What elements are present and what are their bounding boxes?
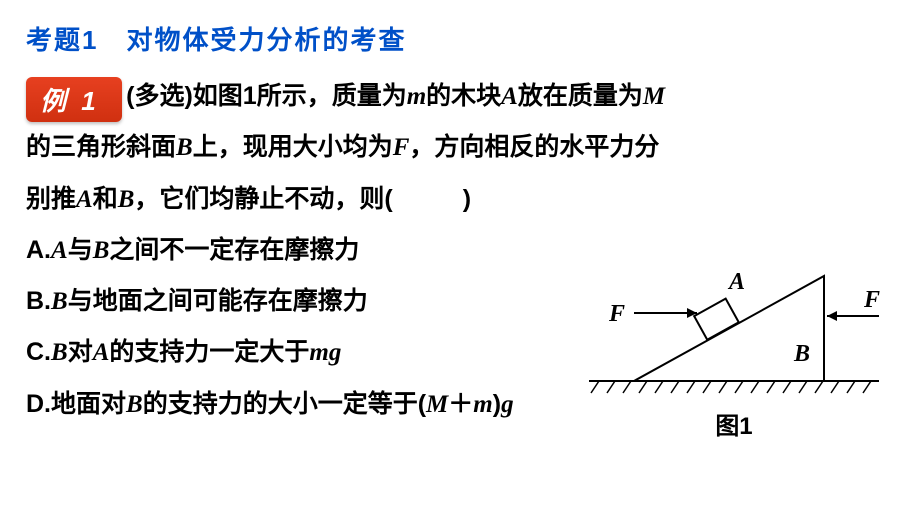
label-B: B bbox=[793, 341, 810, 367]
oa-pre: A. bbox=[26, 236, 51, 264]
prompt-text: (多选)如图1所示，质量为m的木块A放在质量为M bbox=[126, 82, 665, 110]
od-pre: D.地面对 bbox=[26, 390, 126, 418]
example-badge: 例 1 bbox=[26, 77, 122, 122]
oc-pre: C. bbox=[26, 338, 51, 366]
var-f1: F bbox=[393, 134, 410, 161]
prompt-line2: 的三角形斜面B上，现用大小均为F，方向相反的水平力分 bbox=[26, 122, 894, 173]
t3: 放在质量为 bbox=[518, 82, 643, 110]
ob-i1: B bbox=[51, 288, 68, 315]
topic-title: 考题1 对物体受力分析的考查 bbox=[26, 20, 894, 57]
var-a2: A bbox=[76, 186, 93, 213]
var-a1: A bbox=[501, 83, 518, 110]
oa-i2: B bbox=[93, 237, 110, 264]
oa-mid: 与 bbox=[68, 236, 93, 264]
l3b: 和 bbox=[93, 185, 118, 213]
var-M: M bbox=[643, 83, 665, 110]
label-F-left: F bbox=[608, 301, 625, 327]
label-F-right: F bbox=[863, 287, 880, 313]
var-b1: B bbox=[176, 134, 193, 161]
incline-diagram: F F A B bbox=[579, 231, 889, 399]
l3d: ) bbox=[463, 185, 471, 213]
l3a: 别推 bbox=[26, 185, 76, 213]
figure-1: F F A B 图1 bbox=[574, 231, 894, 441]
oa-i1: A bbox=[51, 237, 68, 264]
l3c: ，它们均静止不动，则( bbox=[134, 185, 392, 213]
oc-i2: A bbox=[93, 339, 110, 366]
var-m: m bbox=[407, 83, 426, 110]
oc-m2: 的支持力一定大于 bbox=[109, 338, 309, 366]
prompt-line3: 别推A和B，它们均静止不动，则() bbox=[26, 174, 894, 225]
oc-i3: mg bbox=[309, 339, 341, 366]
od-plus: ＋ bbox=[448, 390, 473, 418]
od-mid: 的支持力的大小一定等于( bbox=[143, 390, 426, 418]
figure-caption: 图1 bbox=[574, 406, 894, 441]
label-A: A bbox=[727, 269, 745, 295]
od-i3: m bbox=[473, 391, 492, 418]
ob-post: 与地面之间可能存在摩擦力 bbox=[68, 287, 368, 315]
l2a: 的三角形斜面 bbox=[26, 133, 176, 161]
l2b: 上，现用大小均为 bbox=[193, 133, 393, 161]
od-i2: M bbox=[426, 391, 448, 418]
multi-select-label: (多选) bbox=[126, 82, 193, 110]
od-i4: g bbox=[501, 391, 514, 418]
l2c: ，方向相反的水平力分 bbox=[409, 133, 659, 161]
t1: 如图1所示，质量为 bbox=[193, 82, 407, 110]
od-post: ) bbox=[493, 390, 501, 418]
oa-post: 之间不一定存在摩擦力 bbox=[109, 236, 359, 264]
oc-m1: 对 bbox=[68, 338, 93, 366]
t2: 的木块 bbox=[426, 82, 501, 110]
var-b2: B bbox=[118, 186, 135, 213]
od-i1: B bbox=[126, 391, 143, 418]
oc-i1: B bbox=[51, 339, 68, 366]
ob-pre: B. bbox=[26, 287, 51, 315]
